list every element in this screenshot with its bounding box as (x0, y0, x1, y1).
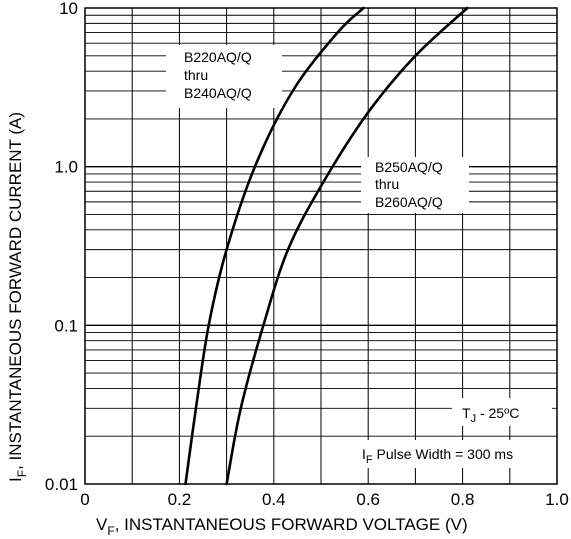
pulse-sub: F (366, 454, 373, 466)
y-axis-title-main: I (6, 477, 25, 482)
x-axis-title: VF, INSTANTANEOUS FORWARD VOLTAGE (V) (96, 515, 468, 538)
x-tick-label: 0.8 (451, 490, 475, 509)
tj-sub: J (471, 413, 477, 425)
series-line-2 (225, 6, 469, 486)
x-tick-label: 0.4 (262, 490, 286, 509)
tj-rest: - 25ºC (476, 405, 519, 421)
series-label-1-line-1: B220AQ/Q (184, 49, 252, 65)
pulse-annotation: IF Pulse Width = 300 ms (356, 440, 552, 468)
y-tick-label: 0.1 (54, 316, 78, 335)
x-tick-label: 0.2 (168, 490, 192, 509)
tj-annotation: TJ - 25ºC (452, 398, 552, 426)
tick-labels: 0 0.2 0.4 0.6 0.8 1.0 0.01 0.1 1.0 10 (45, 0, 569, 509)
svg-text:TJ - 25ºC: TJ - 25ºC (462, 405, 519, 425)
y-axis-title: IF, INSTANTANEOUS FORWARD CURRENT (A) (6, 112, 29, 482)
tj-main: T (462, 405, 471, 421)
y-tick-label: 0.01 (45, 475, 78, 494)
y-axis-title-rest: , INSTANTANEOUS FORWARD CURRENT (A) (6, 112, 25, 470)
series-label-2-line-2: thru (375, 176, 399, 192)
x-tick-label: 0 (80, 490, 89, 509)
series-label-1-line-2: thru (184, 67, 208, 83)
y-tick-label: 10 (59, 0, 78, 18)
pulse-main: I (362, 446, 366, 462)
y-axis-title-sub: F (15, 470, 29, 477)
x-axis-title-rest: , INSTANTANEOUS FORWARD VOLTAGE (V) (115, 515, 468, 534)
series-label-2: B250AQ/Q thru B260AQ/Q (361, 157, 469, 213)
svg-text:IF Pulse Width = 300 ms: IF Pulse Width = 300 ms (362, 446, 513, 466)
pulse-rest: Pulse Width = 300 ms (373, 446, 513, 462)
x-tick-label: 1.0 (545, 490, 569, 509)
grid (85, 8, 557, 484)
x-axis-title-sub: F (107, 524, 114, 538)
series-line-1 (184, 6, 365, 486)
y-tick-label: 1.0 (54, 158, 78, 177)
x-tick-label: 0.6 (356, 490, 380, 509)
plot-frame (84, 7, 558, 485)
curves (184, 6, 469, 486)
series-label-1: B220AQ/Q thru B240AQ/Q (166, 45, 282, 108)
series-label-2-line-3: B260AQ/Q (375, 194, 443, 210)
x-axis-title-main: V (96, 515, 108, 534)
series-label-2-line-1: B250AQ/Q (375, 159, 443, 175)
series-label-1-line-3: B240AQ/Q (184, 85, 252, 101)
